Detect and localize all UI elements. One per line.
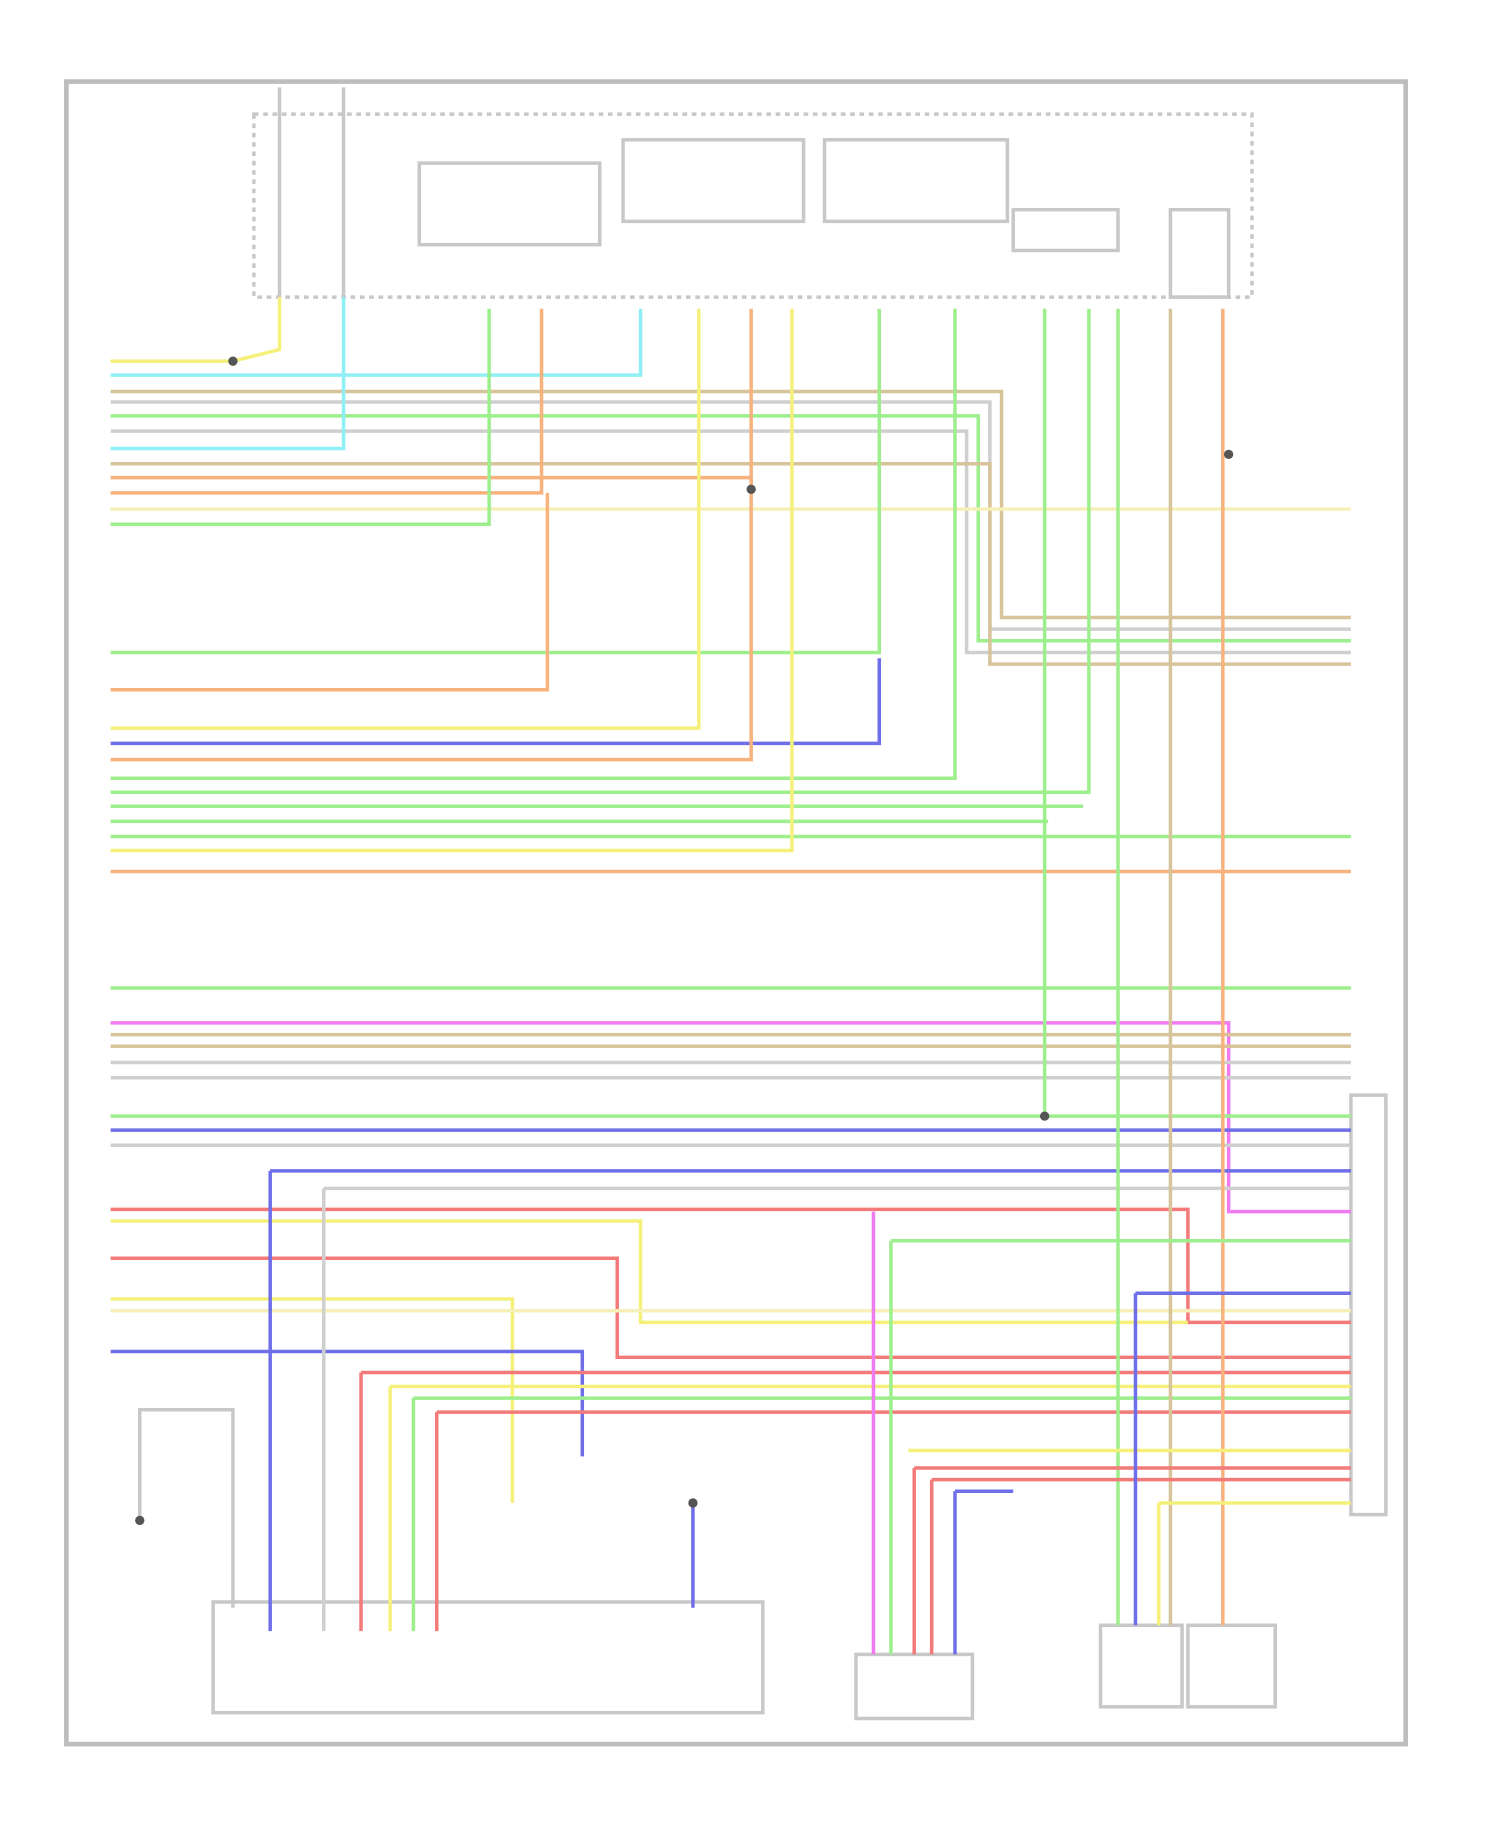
splice-dot bbox=[1039, 1111, 1050, 1121]
wires bbox=[110, 297, 1351, 1655]
wire-blue bbox=[110, 1349, 585, 1457]
wire-red bbox=[929, 1477, 1351, 1655]
components bbox=[138, 87, 1388, 1721]
wire-cyan bbox=[110, 308, 643, 377]
control-unit bbox=[1011, 207, 1120, 253]
wire-tan bbox=[110, 389, 1351, 620]
wire-gray bbox=[110, 429, 1351, 655]
wire-yellow bbox=[388, 1384, 1351, 1632]
wire-blue bbox=[953, 1489, 1014, 1655]
wire-red bbox=[110, 1207, 1351, 1325]
wire-gray bbox=[110, 400, 1351, 631]
diagram-frame bbox=[64, 79, 1408, 1747]
wire-blue bbox=[1133, 1291, 1351, 1626]
wire-red bbox=[912, 1466, 1351, 1655]
wire-orange bbox=[110, 492, 550, 692]
splice-dot bbox=[688, 1498, 698, 1508]
splice-dot bbox=[228, 356, 238, 366]
splices bbox=[135, 356, 1234, 1526]
relay-3 bbox=[822, 138, 1010, 224]
module-block bbox=[1168, 207, 1231, 299]
relay-module-box bbox=[252, 112, 1254, 299]
wire-yellow bbox=[110, 308, 794, 853]
wire-green bbox=[110, 308, 491, 527]
wire-yellow bbox=[110, 1297, 515, 1503]
ground-wire bbox=[138, 1407, 235, 1608]
wire-cyan bbox=[110, 297, 346, 451]
wire-blue bbox=[110, 658, 882, 746]
wire-green bbox=[110, 414, 1351, 643]
wire-yellow bbox=[1157, 1501, 1351, 1626]
sensor-left bbox=[1098, 1623, 1184, 1709]
wire-orange bbox=[110, 308, 544, 495]
wire-red bbox=[434, 1410, 1351, 1632]
wire-green bbox=[889, 1239, 1351, 1655]
wire-red bbox=[110, 1256, 1351, 1360]
wire-yellow bbox=[110, 1219, 1188, 1325]
wire-orange bbox=[110, 475, 753, 490]
wire-orange bbox=[110, 308, 753, 762]
wire-green bbox=[110, 308, 882, 655]
wire-green bbox=[411, 1396, 1351, 1632]
relay-1 bbox=[417, 161, 602, 247]
wire-red bbox=[359, 1370, 1351, 1632]
wire-green bbox=[110, 308, 1091, 794]
relay-2 bbox=[621, 138, 806, 224]
wire-gray bbox=[322, 1186, 1351, 1632]
splice-dot bbox=[746, 484, 756, 494]
wire-yellow bbox=[110, 297, 282, 363]
splice-dot bbox=[135, 1515, 145, 1526]
sensor-right bbox=[1186, 1623, 1277, 1709]
right-connector bbox=[1349, 1093, 1388, 1517]
wire-yellow bbox=[110, 308, 701, 730]
switch-assembly bbox=[211, 1600, 765, 1715]
splice-dot bbox=[1223, 449, 1234, 460]
wire-green bbox=[110, 308, 957, 781]
connector-component bbox=[854, 1652, 975, 1721]
